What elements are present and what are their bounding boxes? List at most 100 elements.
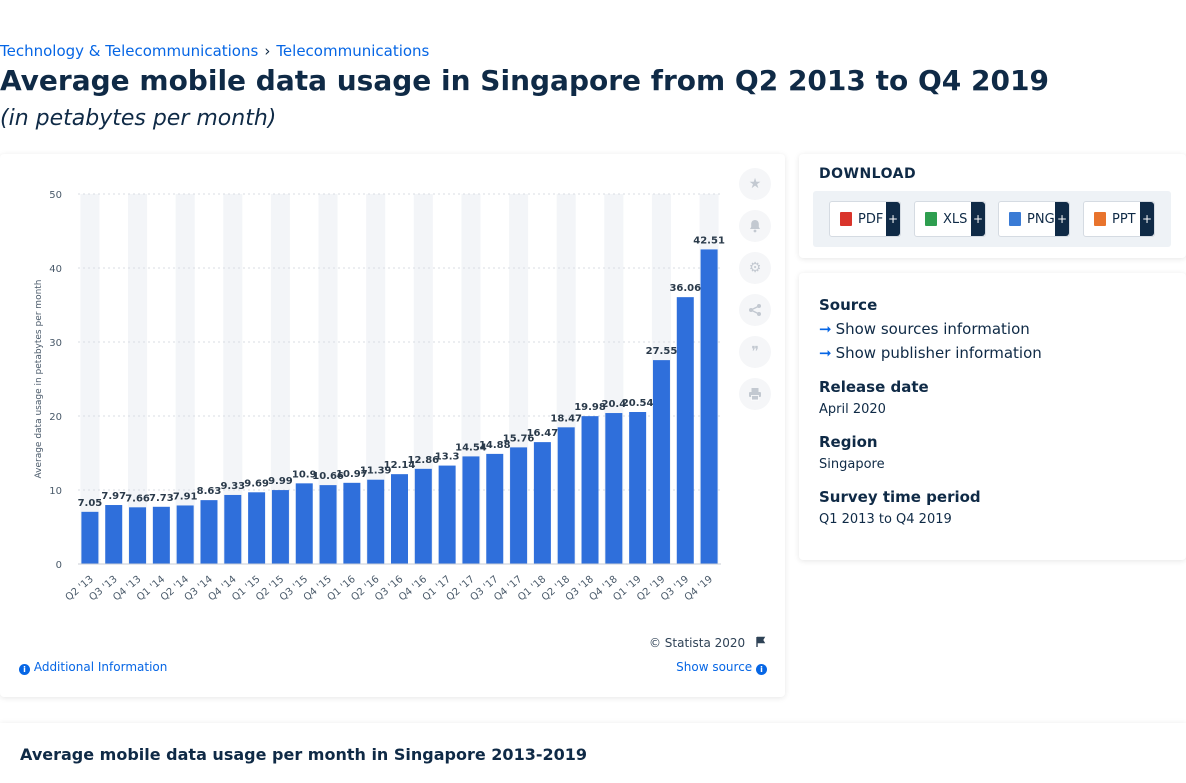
bar [152, 506, 170, 564]
data-label: 7.66 [125, 493, 150, 504]
breadcrumb-separator: › [264, 42, 271, 60]
data-label: 16.47 [527, 428, 559, 439]
breadcrumb-item-technology[interactable]: Technology & Telecommunications [0, 42, 259, 60]
data-label: 9.99 [268, 476, 293, 487]
bar [248, 492, 266, 564]
download-pdf-label: PDF [858, 211, 884, 227]
show-sources-label: Show sources information [835, 320, 1030, 338]
star-icon[interactable]: ★ [739, 168, 771, 200]
bar [581, 416, 599, 564]
background-band [270, 194, 290, 564]
y-tick-label: 10 [49, 486, 62, 497]
survey-period-heading: Survey time period [819, 488, 981, 506]
source-heading: Source [819, 296, 878, 314]
breadcrumb-item-telecommunications[interactable]: Telecommunications [276, 42, 430, 60]
data-label: 7.73 [149, 493, 174, 504]
data-label: 12.14 [384, 460, 416, 471]
page-title: Average mobile data usage in Singapore f… [0, 64, 1049, 97]
chart-tools: ★ ⚙ ❞ [739, 168, 771, 420]
bar [557, 427, 575, 564]
bar [510, 447, 528, 564]
flag-icon[interactable] [755, 636, 767, 648]
show-source-label: Show source [676, 660, 753, 674]
y-tick-label: 50 [49, 190, 62, 201]
bar [700, 249, 718, 564]
download-ppt-button[interactable]: PPT + [1083, 201, 1155, 237]
data-label: 11.39 [360, 466, 392, 477]
data-label: 10.9 [292, 469, 317, 480]
data-label: 9.33 [220, 481, 245, 492]
chart-card: 0 10 20 30 40 50 Average data usage in petabyt… [0, 154, 785, 697]
related-statistic-title[interactable]: Average mobile data usage per month in S… [20, 745, 587, 764]
download-card: DOWNLOAD PDF + XLS + PNG + PPT + [799, 154, 1186, 258]
download-png-button[interactable]: PNG + [998, 201, 1070, 237]
bell-icon[interactable] [739, 210, 771, 242]
bar [105, 505, 123, 564]
data-label: 18.47 [550, 413, 582, 424]
data-label: 8.63 [197, 486, 222, 497]
download-xls-button[interactable]: XLS + [914, 201, 986, 237]
background-band [80, 194, 100, 564]
background-band [223, 194, 243, 564]
share-icon[interactable] [739, 294, 771, 326]
show-sources-link[interactable]: ➞ Show sources information [819, 320, 1030, 338]
bar [295, 483, 313, 564]
page-subtitle: (in petabytes per month) [0, 106, 277, 131]
data-label: 14.54 [455, 442, 487, 453]
copyright-text: © Statista 2020 [648, 636, 746, 650]
bar [676, 297, 694, 564]
plus-icon: + [1140, 202, 1154, 236]
download-png-label: PNG [1027, 211, 1055, 227]
data-label: 10.66 [312, 471, 344, 482]
y-tick-label: 40 [49, 264, 62, 275]
ppt-file-icon [1094, 212, 1106, 226]
png-file-icon [1009, 212, 1021, 226]
survey-period-value: Q1 2013 to Q4 2019 [819, 512, 952, 527]
bar [176, 505, 194, 564]
xls-file-icon [925, 212, 937, 226]
y-tick-label: 0 [56, 560, 62, 571]
gear-icon[interactable]: ⚙ [739, 252, 771, 284]
show-source-link[interactable]: Show source i [676, 660, 767, 675]
info-icon: i [756, 664, 767, 675]
additional-information-link[interactable]: i Additional Information [19, 660, 167, 675]
data-label: 27.55 [646, 346, 678, 357]
bar [343, 482, 361, 564]
bar [224, 494, 242, 564]
y-tick-label: 20 [49, 412, 62, 423]
bar-chart: 0 10 20 30 40 50 Average data usage in petabyt… [34, 190, 725, 603]
plus-icon: + [971, 202, 985, 236]
plus-icon: + [1055, 202, 1069, 236]
print-icon[interactable] [739, 378, 771, 410]
release-date-value: April 2020 [819, 402, 886, 417]
bar [271, 490, 289, 564]
data-label: 12.86 [407, 455, 439, 466]
release-date-heading: Release date [819, 378, 929, 396]
additional-information-label: Additional Information [33, 660, 168, 674]
bar [605, 413, 623, 564]
background-band [128, 194, 148, 564]
show-publisher-label: Show publisher information [835, 344, 1042, 362]
download-pdf-button[interactable]: PDF + [829, 201, 901, 237]
data-label: 7.91 [173, 491, 198, 502]
bar [200, 500, 218, 564]
data-label: 19.98 [574, 402, 606, 413]
show-publisher-link[interactable]: ➞ Show publisher information [819, 344, 1042, 362]
plus-icon: + [886, 202, 900, 236]
data-label: 7.97 [101, 491, 126, 502]
quote-icon[interactable]: ❞ [739, 336, 771, 368]
download-bar: PDF + XLS + PNG + PPT + [813, 191, 1171, 247]
data-label: 7.05 [78, 498, 103, 509]
background-band [318, 194, 338, 564]
data-label: 42.51 [693, 235, 725, 246]
info-icon: i [19, 664, 30, 675]
data-label: 14.88 [479, 440, 511, 451]
data-label: 20.4 [601, 399, 626, 410]
region-value: Singapore [819, 457, 885, 472]
data-label: 13.3 [435, 452, 460, 463]
arrow-right-icon: ➞ [819, 344, 832, 362]
bar [391, 474, 408, 564]
bar [533, 442, 551, 564]
background-band [175, 194, 195, 564]
data-label: 20.54 [622, 398, 654, 409]
